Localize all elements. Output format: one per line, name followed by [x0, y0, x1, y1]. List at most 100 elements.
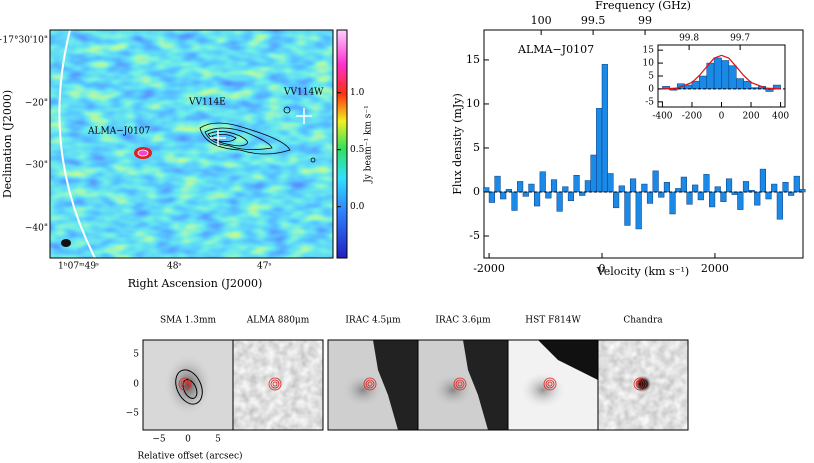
bar	[601, 64, 608, 193]
y-tick-label: 10	[643, 59, 655, 69]
bar	[652, 170, 659, 193]
blob	[634, 375, 652, 393]
y-tick-label: 0	[473, 185, 480, 198]
bar	[635, 191, 642, 230]
bar	[771, 183, 778, 193]
bar	[494, 175, 501, 193]
bar	[782, 182, 789, 193]
red-contour	[633, 377, 647, 391]
bar	[686, 191, 693, 205]
bar	[736, 78, 744, 90]
x-tick-label: 0	[599, 262, 606, 275]
x2-axis-title: Frequency (GHz)	[595, 0, 691, 12]
red-contour	[455, 379, 465, 389]
y-tick-label: 5	[473, 141, 480, 154]
bar	[624, 191, 631, 226]
colorbar-tick-label: 0.5	[350, 145, 365, 155]
bar	[556, 191, 563, 212]
red-contour	[453, 377, 467, 391]
x-axis-title: Right Ascension (J2000)	[128, 277, 263, 290]
bar	[684, 84, 693, 90]
cutout-title: SMA 1.3mm	[160, 316, 217, 326]
y-tick-label: 5	[133, 350, 139, 360]
x-axis-title: Relative offset (arcsec)	[137, 451, 242, 462]
source-label: VV114W	[283, 88, 324, 98]
bar	[728, 65, 737, 90]
map-frame	[49, 29, 334, 259]
y-tick-label: −20"	[25, 99, 48, 109]
cutout-panel: IRAC 3.6μm	[417, 316, 509, 431]
y-tick-label: −40"	[25, 224, 48, 234]
spectrum-frame	[483, 29, 804, 259]
bar	[709, 191, 716, 208]
source-label: VV114E	[188, 98, 226, 108]
bar	[714, 186, 721, 193]
bar	[590, 154, 597, 193]
bar	[793, 175, 800, 193]
bar	[488, 191, 495, 203]
bar	[658, 191, 665, 198]
y-tick-label: −30"	[25, 161, 48, 171]
red-contour	[178, 377, 192, 391]
y-axis-title: Declination (J2000)	[1, 90, 14, 198]
cutout-image	[233, 340, 323, 430]
bar	[629, 178, 637, 193]
red-contour	[365, 379, 375, 389]
cutout-frame	[232, 339, 324, 431]
x-tick-label: 200	[742, 112, 759, 122]
blob	[431, 372, 475, 408]
cutout-title: Chandra	[623, 316, 663, 326]
blob	[163, 353, 213, 417]
bar	[550, 179, 558, 193]
cutout-panel: SMA 1.3mm	[142, 316, 234, 431]
bar	[691, 80, 700, 90]
x-tick-label: -400	[652, 112, 672, 122]
bar	[725, 178, 733, 193]
x-tick-label: 5	[215, 435, 221, 445]
y-tick-label: 5	[648, 72, 654, 82]
cutout-panel: IRAC 4.5μm	[327, 316, 419, 431]
contour	[175, 369, 203, 405]
colorbar-tick-label: 0.0	[350, 202, 365, 212]
red-contour	[637, 381, 643, 387]
x-tick-label: 48ˢ	[167, 262, 181, 272]
dark-region	[538, 340, 598, 380]
y-axis-title: Flux density (mJy)	[451, 93, 464, 195]
bar	[562, 186, 569, 193]
bar	[613, 191, 620, 209]
red-contour	[457, 381, 463, 387]
bar	[669, 191, 676, 215]
y-tick-label: 15	[466, 53, 480, 66]
y-tick-label: -5	[469, 229, 480, 242]
colorbar	[336, 29, 348, 259]
bar	[706, 62, 715, 90]
beam	[61, 239, 71, 247]
y-tick-label: −17°30'10"	[0, 36, 48, 46]
bar	[618, 185, 625, 193]
x-tick-label: 0	[185, 435, 191, 445]
blob	[341, 372, 385, 408]
bar	[743, 80, 752, 90]
source-label: ALMA−J0107	[87, 127, 151, 137]
fit-curve	[662, 54, 781, 90]
map-image	[50, 30, 333, 258]
red-contour	[543, 377, 557, 391]
bar	[699, 75, 707, 90]
cutout-frame	[597, 339, 689, 431]
bar	[692, 184, 699, 193]
bar	[697, 191, 704, 201]
red-contour	[367, 381, 373, 387]
bar	[567, 191, 575, 202]
cutouts: Relative offset (arcsec) 5 0 −5 −5 0 5 S…	[126, 316, 689, 462]
bar	[596, 108, 603, 193]
cutout-title: IRAC 4.5μm	[345, 316, 401, 326]
x-tick-label: 0	[719, 112, 725, 122]
bar	[545, 191, 552, 199]
colorbar-title: Jy beam⁻¹ km s⁻¹	[364, 105, 374, 184]
bar	[579, 191, 586, 196]
bar	[533, 191, 541, 207]
crosses	[210, 108, 312, 146]
cutout-panel: ALMA 880μm	[232, 316, 324, 431]
dark-region	[463, 340, 508, 430]
x2-tick-label: 100	[531, 14, 552, 27]
